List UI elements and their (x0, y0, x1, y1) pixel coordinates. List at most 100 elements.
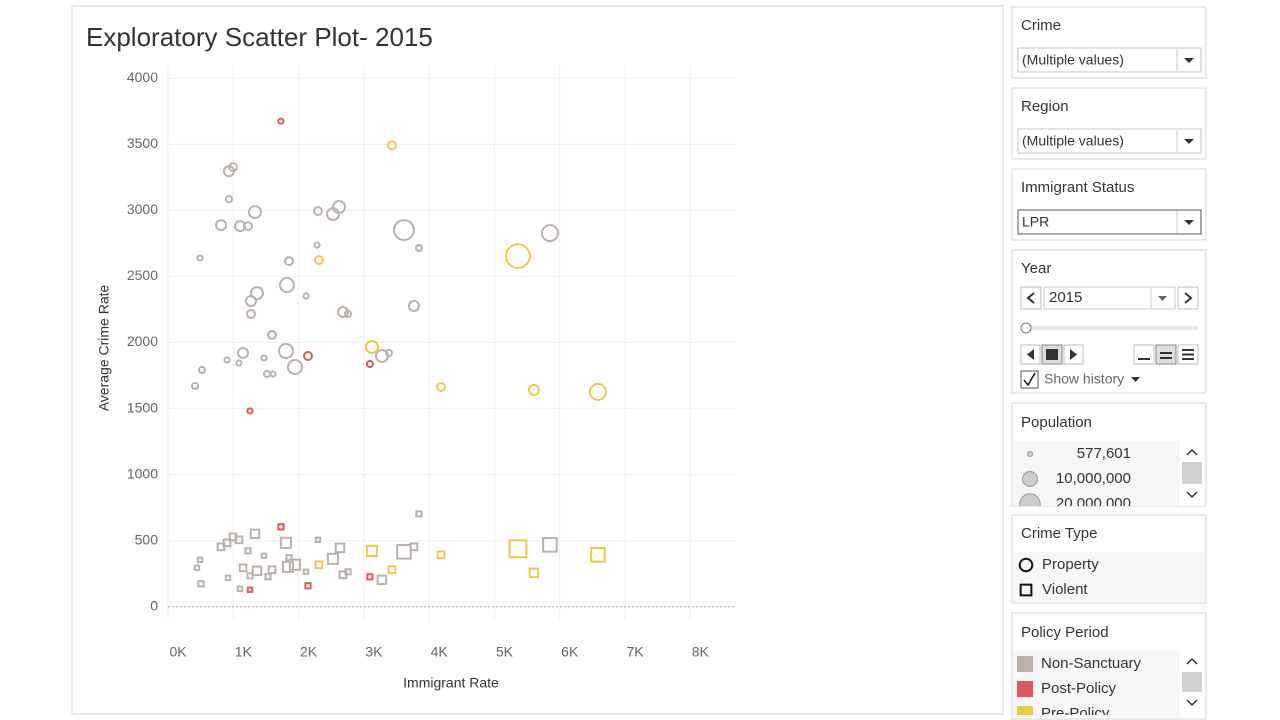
point (415, 510, 423, 518)
scroll-up[interactable] (1186, 657, 1198, 665)
point (435, 382, 446, 393)
crime-dropdown[interactable] (1017, 47, 1202, 73)
point (237, 346, 250, 359)
immigrant-status-dropdown[interactable] (1017, 209, 1202, 235)
chart-title: Exploratory Scatter Plot- 2015 (86, 22, 433, 52)
x-tick-label: 5K (496, 644, 514, 660)
legend-items: Non-Sanctuary Post-Policy Pre-Policy (1017, 655, 1142, 715)
point (436, 550, 446, 560)
point (396, 544, 412, 560)
scroll-thumb[interactable] (1182, 672, 1202, 692)
point (314, 536, 322, 543)
legend-label: Violent (1042, 581, 1088, 598)
legend-label: Non-Sanctuary (1041, 655, 1142, 672)
point (387, 565, 397, 575)
x-tick-label: 3K (365, 644, 383, 660)
point (242, 221, 253, 232)
scroll-down[interactable] (1186, 699, 1198, 707)
legend-list (1013, 441, 1180, 506)
point (215, 219, 228, 232)
plot-area: 0K 1K 2K 3K 4K 5K 6K 7K 8K 0 500 1000 1500 2000 2500 30… (127, 65, 736, 660)
point (197, 580, 205, 588)
slider-thumb[interactable] (1020, 322, 1032, 334)
point (251, 565, 263, 577)
next-button[interactable] (1177, 286, 1199, 310)
legend-shape (1018, 557, 1034, 573)
dropdown-value: LPR (1022, 214, 1049, 230)
point (278, 277, 295, 294)
y-tick-label: 0 (150, 597, 158, 613)
point (540, 224, 559, 243)
y-axis-title: Average Crime Rate (96, 285, 112, 412)
speed-icon (1182, 353, 1194, 356)
point (344, 568, 352, 576)
point (326, 552, 340, 565)
point (288, 558, 302, 571)
checkbox-label: Show history (1044, 371, 1124, 387)
point (366, 573, 374, 581)
point (281, 560, 295, 573)
year-filter (1011, 249, 1207, 394)
scroll-thumb[interactable] (1182, 462, 1202, 484)
legend-swatch (1017, 706, 1033, 715)
y-tick-label: 500 (135, 531, 159, 547)
scroll-up[interactable] (1186, 448, 1198, 456)
point (193, 564, 201, 572)
point (365, 544, 379, 557)
x-tick-label: 8K (692, 644, 710, 660)
y-tick-label: 2000 (127, 333, 158, 349)
point (302, 350, 313, 361)
scroll-down[interactable] (1186, 491, 1198, 499)
point (508, 539, 528, 559)
region-dropdown[interactable] (1017, 128, 1202, 154)
speed-icon (1182, 349, 1194, 351)
legend-title: Crime Type (1021, 525, 1097, 542)
dropdown-arrow (1184, 58, 1194, 63)
point (376, 574, 388, 586)
next-icon (1184, 292, 1193, 304)
point (364, 340, 379, 354)
legend-title: Population (1021, 414, 1092, 431)
x-tick-label: 2K (300, 644, 318, 660)
point (267, 565, 277, 575)
point (246, 308, 256, 319)
point (235, 359, 243, 367)
slider-track (1026, 326, 1198, 330)
prev-button[interactable] (1020, 286, 1042, 310)
point (528, 567, 540, 579)
speed-medium[interactable] (1155, 344, 1177, 365)
speed-slow[interactable] (1133, 344, 1155, 365)
point (244, 547, 252, 555)
dropdown-arrow (1184, 139, 1194, 144)
filter-label: Immigrant Status (1021, 179, 1134, 196)
legend-swatch (1017, 681, 1033, 697)
point (407, 300, 420, 313)
point (190, 381, 200, 391)
history-menu-arrow[interactable] (1131, 377, 1140, 382)
speed-icon (1160, 357, 1172, 359)
point (343, 309, 353, 319)
x-tick-label: 0K (169, 644, 187, 660)
point (260, 552, 268, 559)
legend-size-marker (1019, 493, 1041, 506)
legend-shape (1019, 583, 1033, 597)
point (260, 354, 268, 362)
point (238, 563, 248, 573)
legend-list (1013, 651, 1180, 717)
legend-items: 577,601 10,000,000 20,000,000 (1019, 445, 1131, 506)
point (409, 542, 419, 552)
point (304, 582, 312, 590)
speed-icon (1160, 352, 1172, 354)
point (236, 585, 244, 593)
year-value: 2015 (1049, 289, 1082, 306)
point (302, 568, 310, 575)
point (313, 255, 324, 266)
y-tick-label: 3500 (127, 135, 158, 151)
point (302, 292, 310, 300)
point (286, 358, 303, 375)
point (588, 382, 607, 401)
point (365, 359, 374, 369)
year-dropdown[interactable] (1043, 286, 1176, 310)
point (247, 205, 262, 220)
